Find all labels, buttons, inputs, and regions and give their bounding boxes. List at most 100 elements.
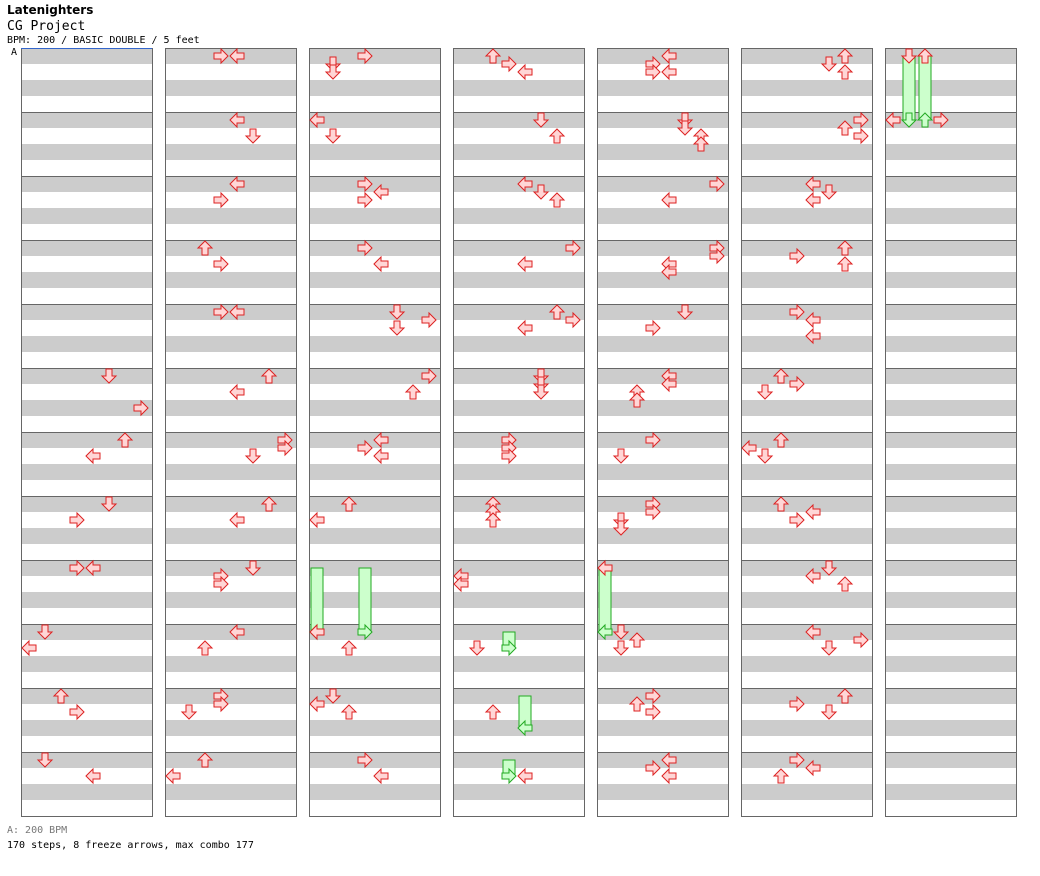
step-stats: 170 steps, 8 freeze arrows, max combo 17…: [7, 840, 254, 851]
chart-column: [21, 48, 153, 817]
step-arrow-icon: [100, 496, 118, 512]
step-arrow-icon: [484, 512, 502, 528]
beat-band: [21, 80, 152, 96]
step-arrow-icon: [404, 384, 422, 400]
bpm-marker: A: [11, 47, 18, 58]
beat-band: [21, 304, 152, 320]
beat-band: [309, 496, 440, 512]
beat-band: [885, 464, 1016, 480]
step-arrow-icon: [484, 48, 502, 64]
beat-band: [453, 368, 584, 384]
beat-band: [309, 112, 440, 128]
beat-band: [165, 336, 296, 352]
beat-band: [741, 784, 872, 800]
step-arrow-icon: [645, 319, 661, 337]
step-arrow-icon: [661, 191, 677, 209]
beat-band: [597, 720, 728, 736]
beat-band: [309, 400, 440, 416]
step-arrow-icon: [612, 448, 630, 464]
step-arrow-icon: [645, 431, 661, 449]
step-arrow-icon: [597, 559, 613, 577]
freeze-tail: [517, 719, 533, 737]
step-arrow-icon: [836, 688, 854, 704]
column-border: [885, 48, 1017, 817]
step-arrow-icon: [69, 703, 85, 721]
beat-band: [885, 720, 1016, 736]
freeze-tail: [501, 767, 517, 785]
step-arrow-icon: [612, 520, 630, 536]
beat-band: [597, 464, 728, 480]
step-arrow-icon: [196, 752, 214, 768]
chart-title: Latenighters: [7, 3, 94, 17]
beat-band: [885, 208, 1016, 224]
step-arrow-icon: [853, 631, 869, 649]
beat-band: [453, 528, 584, 544]
step-arrow-icon: [805, 503, 821, 521]
beat-band: [309, 176, 440, 192]
freeze-body: [598, 567, 612, 633]
step-arrow-icon: [357, 439, 373, 457]
step-arrow-icon: [772, 768, 790, 784]
step-arrow-icon: [900, 48, 918, 64]
beat-band: [885, 272, 1016, 288]
freeze-tail: [357, 623, 373, 641]
beat-band: [741, 688, 872, 704]
bpm-legend: A: 200 BPM: [7, 825, 68, 836]
beat-band: [309, 656, 440, 672]
step-arrow-icon: [229, 175, 245, 193]
step-arrow-icon: [820, 56, 838, 72]
step-arrow-icon: [21, 639, 37, 657]
beat-band: [453, 304, 584, 320]
step-arrow-icon: [213, 255, 229, 273]
beat-band: [741, 656, 872, 672]
step-arrow-icon: [820, 184, 838, 200]
step-arrow-icon: [820, 704, 838, 720]
beat-band: [309, 624, 440, 640]
beat-band: [741, 432, 872, 448]
step-arrow-icon: [741, 439, 757, 457]
beat-band: [165, 240, 296, 256]
beat-band: [453, 336, 584, 352]
step-arrow-icon: [85, 767, 101, 785]
beat-band: [741, 560, 872, 576]
beat-band: [21, 336, 152, 352]
column-border: [597, 48, 729, 817]
step-arrow-icon: [548, 304, 566, 320]
beat-band: [21, 48, 152, 64]
step-arrow-icon: [805, 191, 821, 209]
step-arrow-icon: [196, 640, 214, 656]
freeze-body: [902, 55, 916, 121]
beat-band: [309, 688, 440, 704]
beat-band: [165, 592, 296, 608]
step-arrow-icon: [645, 703, 661, 721]
beat-band: [885, 784, 1016, 800]
beat-band: [741, 528, 872, 544]
step-arrow-icon: [453, 575, 469, 593]
step-arrow-icon: [836, 256, 854, 272]
step-arrow-icon: [933, 111, 949, 129]
beat-band: [21, 784, 152, 800]
beat-band: [453, 80, 584, 96]
beat-band: [309, 48, 440, 64]
beat-band: [885, 496, 1016, 512]
step-arrow-icon: [805, 759, 821, 777]
beat-band: [309, 336, 440, 352]
beat-band: [597, 496, 728, 512]
beat-band: [741, 464, 872, 480]
beat-band: [21, 656, 152, 672]
step-arrow-icon: [244, 448, 262, 464]
beat-band: [597, 240, 728, 256]
beat-band: [309, 144, 440, 160]
step-arrow-icon: [709, 247, 725, 265]
beat-band: [741, 720, 872, 736]
beat-band: [597, 592, 728, 608]
step-arrow-icon: [628, 696, 646, 712]
freeze-arrow-icon: [501, 631, 517, 657]
step-arrow-icon: [373, 431, 389, 449]
beat-band: [741, 336, 872, 352]
beat-band: [885, 528, 1016, 544]
step-arrow-icon: [468, 640, 486, 656]
step-arrow-icon: [324, 128, 342, 144]
step-arrow-icon: [836, 64, 854, 80]
step-arrow-icon: [772, 496, 790, 512]
